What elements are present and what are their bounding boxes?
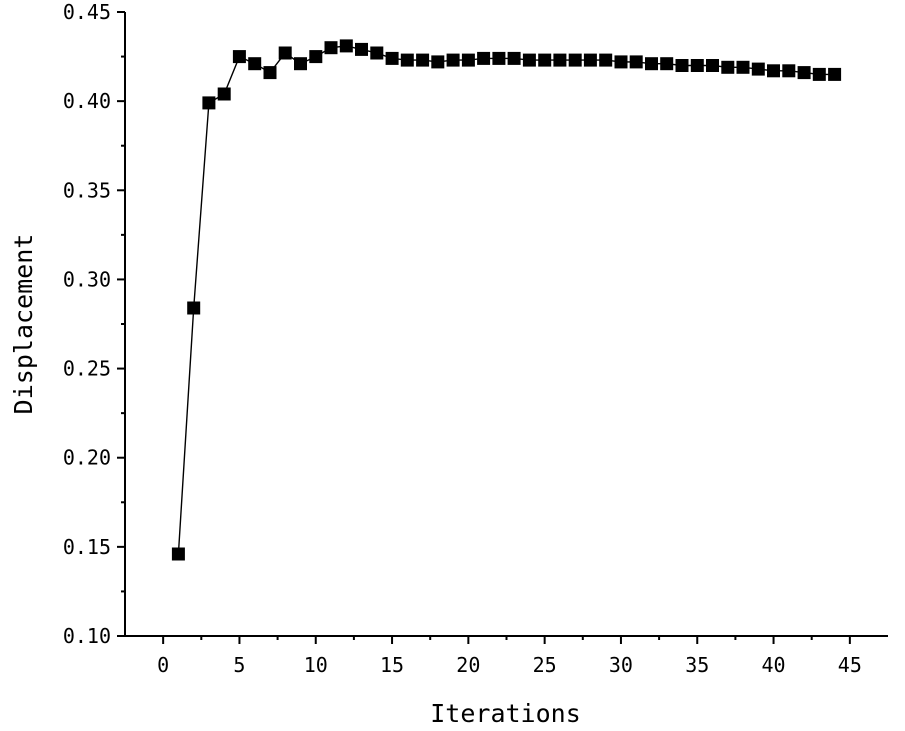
x-tick-label: 15 xyxy=(380,653,404,677)
x-tick-label: 35 xyxy=(685,653,709,677)
data-point xyxy=(583,53,597,67)
data-point xyxy=(614,55,628,69)
data-point xyxy=(599,53,613,67)
x-tick-label: 0 xyxy=(157,653,169,677)
series-group xyxy=(171,39,842,561)
data-point xyxy=(675,59,689,72)
y-axis-ticks: 0.10 0.15 0.20 0.25 0.30 0.35 0.40 0.45 xyxy=(63,0,125,648)
data-point xyxy=(507,51,521,65)
data-point xyxy=(538,53,552,67)
data-point xyxy=(339,39,353,53)
x-axis-title: Iterations xyxy=(430,699,581,728)
data-point xyxy=(370,46,384,60)
data-point xyxy=(324,41,338,55)
y-tick-label: 0.25 xyxy=(63,357,111,381)
x-tick-label: 30 xyxy=(609,653,633,677)
data-point xyxy=(568,53,582,67)
data-point xyxy=(767,64,780,78)
data-point xyxy=(492,51,506,65)
data-point xyxy=(202,96,216,110)
data-point xyxy=(309,50,323,64)
data-point xyxy=(248,57,262,71)
data-point xyxy=(187,301,201,315)
x-tick-label: 40 xyxy=(762,653,786,677)
data-point xyxy=(629,55,643,69)
x-tick-label: 20 xyxy=(456,653,480,677)
y-axis-title: Displacement xyxy=(9,234,38,415)
data-point xyxy=(721,60,735,74)
data-point xyxy=(355,42,368,56)
x-tick-label: 5 xyxy=(233,653,245,677)
x-tick-label: 45 xyxy=(838,653,862,677)
y-tick-label: 0.15 xyxy=(63,535,111,559)
data-point xyxy=(645,57,658,71)
x-tick-label: 25 xyxy=(533,653,557,677)
data-point xyxy=(217,87,231,101)
data-point xyxy=(736,60,750,74)
data-point xyxy=(400,53,414,67)
data-point xyxy=(171,547,185,561)
data-point xyxy=(522,53,536,67)
data-point xyxy=(385,51,399,65)
chart-axes xyxy=(124,12,888,637)
data-point xyxy=(416,53,430,67)
data-point xyxy=(446,53,460,67)
series-line xyxy=(177,45,835,555)
data-point xyxy=(461,53,475,67)
data-point xyxy=(690,59,704,72)
data-point xyxy=(751,62,765,76)
data-point xyxy=(812,67,826,81)
y-tick-label: 0.40 xyxy=(63,89,111,113)
data-point xyxy=(782,64,796,78)
data-point xyxy=(828,67,842,81)
data-point xyxy=(294,57,307,71)
y-tick-label: 0.20 xyxy=(63,446,111,470)
data-point xyxy=(797,66,811,80)
data-point xyxy=(660,57,674,71)
data-point xyxy=(431,55,445,69)
data-point xyxy=(278,46,292,60)
data-point xyxy=(477,51,491,65)
data-point xyxy=(553,53,567,67)
y-tick-label: 0.10 xyxy=(63,624,111,648)
x-axis-ticks: 0 5 10 15 20 25 30 35 40 45 xyxy=(157,636,862,677)
x-tick-label: 10 xyxy=(304,653,328,677)
y-tick-label: 0.30 xyxy=(63,267,111,291)
y-tick-label: 0.35 xyxy=(63,178,111,202)
data-point xyxy=(706,59,719,72)
data-point xyxy=(263,66,277,80)
data-point xyxy=(232,50,246,64)
y-tick-label: 0.45 xyxy=(63,0,111,24)
